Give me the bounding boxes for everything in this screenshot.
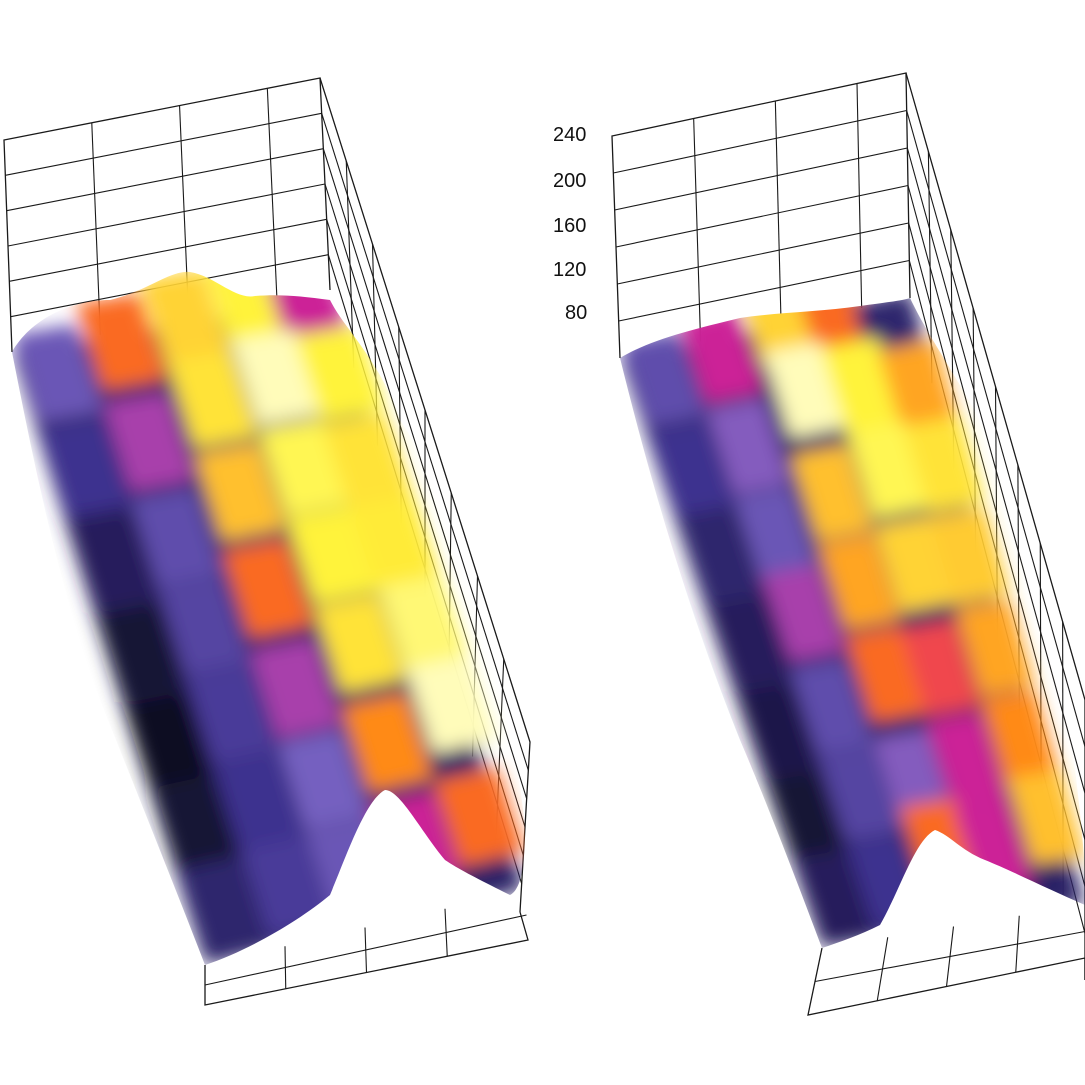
right-wall-frame <box>905 72 1085 980</box>
surface-cell <box>341 693 434 793</box>
right-wall-gridline <box>994 386 999 640</box>
surface-cell <box>980 689 1060 786</box>
back-wall-gridline <box>613 109 907 174</box>
back-wall-gridline <box>9 218 327 282</box>
surface-cell <box>349 495 442 593</box>
surface-cell <box>677 508 763 604</box>
z-tick-label: 120 <box>553 259 586 281</box>
surface-cell <box>149 774 242 876</box>
surface-cell <box>955 599 1035 696</box>
surface-cell <box>845 626 927 722</box>
left-surface <box>12 271 525 965</box>
z-tick-label: 80 <box>565 302 587 324</box>
surface-plot-left <box>3 77 531 1006</box>
surface-cell <box>764 768 847 862</box>
back-wall-gridline <box>266 88 278 301</box>
surface-cell <box>75 292 167 390</box>
floor-gridline <box>814 930 1085 983</box>
surface-cell <box>294 324 386 421</box>
surface-cell <box>648 420 735 517</box>
surface-cell <box>900 619 981 716</box>
back-wall-gridline <box>617 222 909 285</box>
surface-cell <box>706 595 791 690</box>
surface-cell <box>230 328 322 426</box>
surface-cell <box>139 271 231 365</box>
surface-cell <box>847 421 930 518</box>
floor-frame <box>807 947 1085 1016</box>
surface-cell <box>818 746 900 841</box>
floor-gridline <box>204 914 527 986</box>
surface-cell <box>903 415 985 513</box>
surface-cell <box>735 681 819 776</box>
z-tick-label: 160 <box>553 215 586 237</box>
back-wall-gridline <box>6 148 324 212</box>
surface-cell <box>166 350 259 448</box>
back-wall-gridline <box>5 112 322 176</box>
surface-cell <box>94 600 187 701</box>
surface-cell <box>258 419 350 517</box>
surface-cell <box>790 444 874 541</box>
surface-cell <box>177 856 269 958</box>
surface-plot-right: 240 200 160 120 80 <box>553 72 1085 1016</box>
surface-cell <box>377 574 470 673</box>
surface-cell <box>877 339 960 437</box>
right-wall-gridline <box>371 243 379 446</box>
right-surface <box>620 298 1085 948</box>
back-wall-gridline <box>614 147 908 211</box>
surface-cell <box>122 689 214 790</box>
right-wall-gridline <box>345 160 355 368</box>
surface-cell <box>130 488 223 587</box>
surface-cell <box>67 510 159 610</box>
surface-cell <box>736 298 821 367</box>
surface-cell <box>873 516 956 613</box>
z-axis-ticks: 240 200 160 120 80 <box>553 124 587 324</box>
surface-cell <box>186 664 278 764</box>
surface-cell <box>790 659 873 755</box>
surface-cell <box>12 324 104 423</box>
surface-cell <box>678 306 764 403</box>
back-wall-gridline <box>615 184 909 248</box>
back-wall-gridline <box>774 100 782 325</box>
surface-cell <box>1006 769 1085 865</box>
back-wall-gridline <box>693 118 702 342</box>
surface-cell <box>249 638 342 738</box>
surface-cell <box>213 752 306 853</box>
surface-cell <box>158 576 250 676</box>
surface-cell <box>313 594 406 693</box>
surface-cell <box>734 487 818 583</box>
back-wall-gridline <box>7 183 326 247</box>
surface-cell <box>706 398 791 495</box>
surface-cell <box>405 654 498 754</box>
surface-cell <box>222 539 314 638</box>
surface-cell <box>103 393 195 491</box>
surface-cell <box>872 729 954 825</box>
z-tick-label: 200 <box>553 170 586 192</box>
surface-cell <box>762 565 846 661</box>
surface-cell <box>926 713 1007 809</box>
back-wall-gridline <box>856 83 863 309</box>
surface-cell <box>277 729 370 830</box>
surface-cell <box>39 418 131 517</box>
surface-cell <box>194 443 286 541</box>
surface-cell <box>929 507 1010 605</box>
back-wall-gridline <box>91 122 101 335</box>
surface-cell <box>793 849 875 943</box>
surface-cell <box>286 505 378 604</box>
surface-cell <box>433 767 525 867</box>
surface-cell <box>322 412 414 510</box>
z-tick-label: 240 <box>553 124 586 146</box>
surface-cell <box>620 330 707 427</box>
surface-cell <box>817 533 901 630</box>
